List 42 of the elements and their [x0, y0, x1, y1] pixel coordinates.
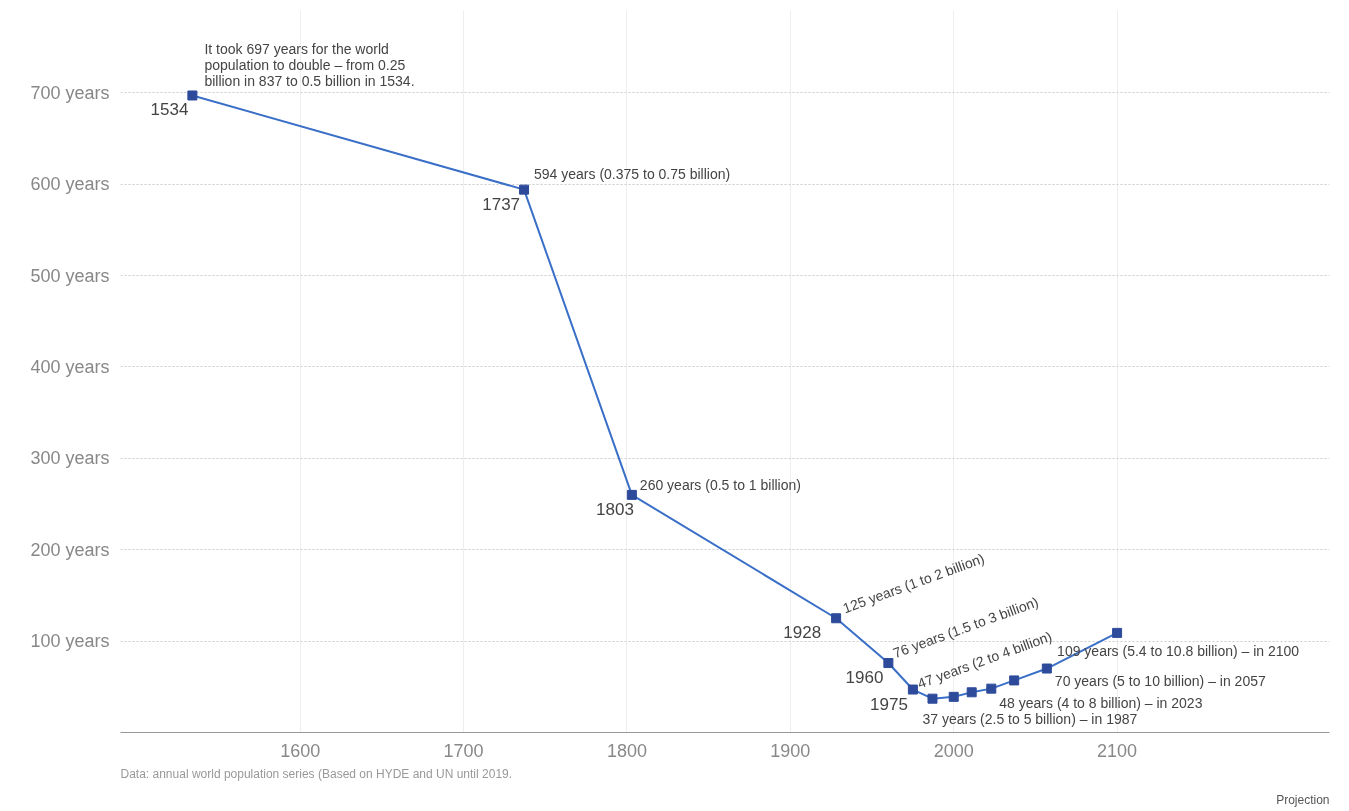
x-tick-label: 2100 [1097, 740, 1138, 761]
annotation: It took 697 years for the world population to double – from 0.25 billion in 837 to 0.5 billion in 1534. [204, 41, 415, 90]
annotation: 1960 [845, 668, 884, 688]
annotation: 48 years (4 to 8 billion) – in 2023 [999, 694, 1203, 711]
annotation: 594 years (0.375 to 0.75 billion) [534, 165, 731, 182]
point [519, 184, 530, 195]
x-tick-label: 1700 [443, 740, 484, 761]
point [966, 687, 977, 698]
point [1112, 627, 1123, 638]
text: Data: annual world population series (Based on HYDE and UN until 2019. [120, 766, 513, 781]
y-tick-label: 300 years [30, 448, 110, 469]
text: Projection [1276, 792, 1330, 807]
annotation: 70 years (5 to 10 billion) – in 2057 [1054, 672, 1266, 689]
annotation: 260 years (0.5 to 1 billion) [639, 476, 801, 493]
annotation: 1975 [870, 694, 908, 714]
annotation: 1928 [783, 623, 822, 643]
point [883, 658, 894, 669]
point [626, 489, 637, 500]
annotation: 1534 [150, 100, 189, 120]
x-tick-label: 1600 [280, 740, 321, 761]
y-tick-label: 200 years [30, 539, 110, 560]
annotation: 109 years (5.4 to 10.8 billion) – in 2100 [1057, 642, 1300, 659]
point [1041, 663, 1052, 674]
x-tick-label: 1900 [770, 740, 811, 761]
annotation: 1737 [482, 194, 521, 214]
annotation: 37 years (2.5 to 5 billion) – in 1987 [922, 710, 1138, 727]
annotation: 125 years (1 to 2 billion) [840, 550, 987, 617]
point [831, 613, 842, 624]
x-tick-label: 1800 [606, 740, 647, 761]
y-tick-label: 100 years [30, 631, 110, 652]
y-tick-label: 600 years [30, 174, 110, 195]
y-tick-label: 500 years [30, 265, 110, 286]
point [927, 693, 938, 704]
y-tick-label: 700 years [30, 82, 110, 103]
x-tick-label: 2000 [933, 740, 974, 761]
point [187, 90, 198, 101]
annotation: 1803 [596, 499, 634, 519]
y-tick-label: 400 years [30, 356, 110, 377]
point [907, 684, 918, 695]
point [1009, 675, 1020, 686]
point [986, 683, 997, 694]
point [948, 691, 959, 702]
